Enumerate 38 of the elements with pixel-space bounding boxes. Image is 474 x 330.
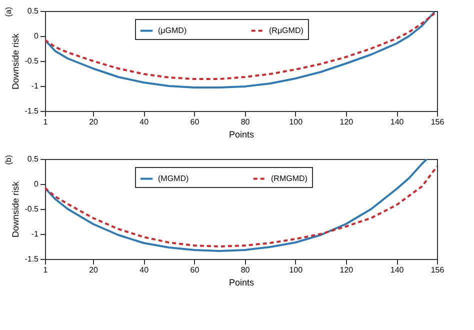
legend-label: (RμGMD)	[269, 26, 304, 35]
x-tick-label: 1	[43, 266, 48, 274]
x-tick-label: 40	[140, 118, 150, 126]
x-tick-label: 120	[340, 266, 354, 274]
x-tick-label: 1	[43, 118, 48, 126]
x-tick-label: 20	[89, 266, 99, 274]
legend-label: (μGMD)	[158, 26, 187, 35]
x-tick-label: 60	[190, 266, 200, 274]
x-tick-label: 156	[430, 118, 445, 126]
y-tick-label: 0	[34, 32, 40, 40]
y-axis-title: Downside risk	[10, 33, 21, 90]
y-tick-label: 0.5	[27, 154, 40, 164]
y-axis-title: Downside risk	[10, 181, 21, 238]
x-tick-label: 156	[430, 266, 445, 274]
y-tick-label: -1.5	[24, 254, 40, 264]
y-tick-label: -0.5	[24, 56, 40, 66]
x-axis-title: Points	[228, 278, 255, 288]
x-tick-label: 60	[190, 118, 200, 126]
x-tick-label: 40	[140, 266, 150, 274]
y-tick-label: 0	[34, 180, 40, 188]
x-tick-label: 140	[390, 266, 404, 274]
legend-label: (MGMD)	[158, 174, 189, 183]
y-tick-label: -1	[31, 82, 40, 90]
y-tick-label: -0.5	[24, 204, 40, 214]
x-tick-label: 120	[340, 118, 354, 126]
x-tick-label: 80	[240, 118, 250, 126]
y-tick-label: -1.5	[24, 106, 40, 116]
legend-label: (RMGMD)	[271, 174, 308, 183]
x-tick-label: 100	[289, 266, 304, 274]
y-tick-label: 0.5	[27, 6, 40, 16]
x-axis-title: Points	[228, 130, 255, 140]
x-tick-label: 100	[289, 118, 304, 126]
x-tick-label: 20	[89, 118, 99, 126]
x-tick-label: 140	[390, 118, 404, 126]
x-tick-label: 80	[240, 266, 250, 274]
chart-title: (a)	[4, 6, 14, 17]
chart-title: (b)	[4, 154, 14, 165]
y-tick-label: -1	[31, 230, 40, 238]
